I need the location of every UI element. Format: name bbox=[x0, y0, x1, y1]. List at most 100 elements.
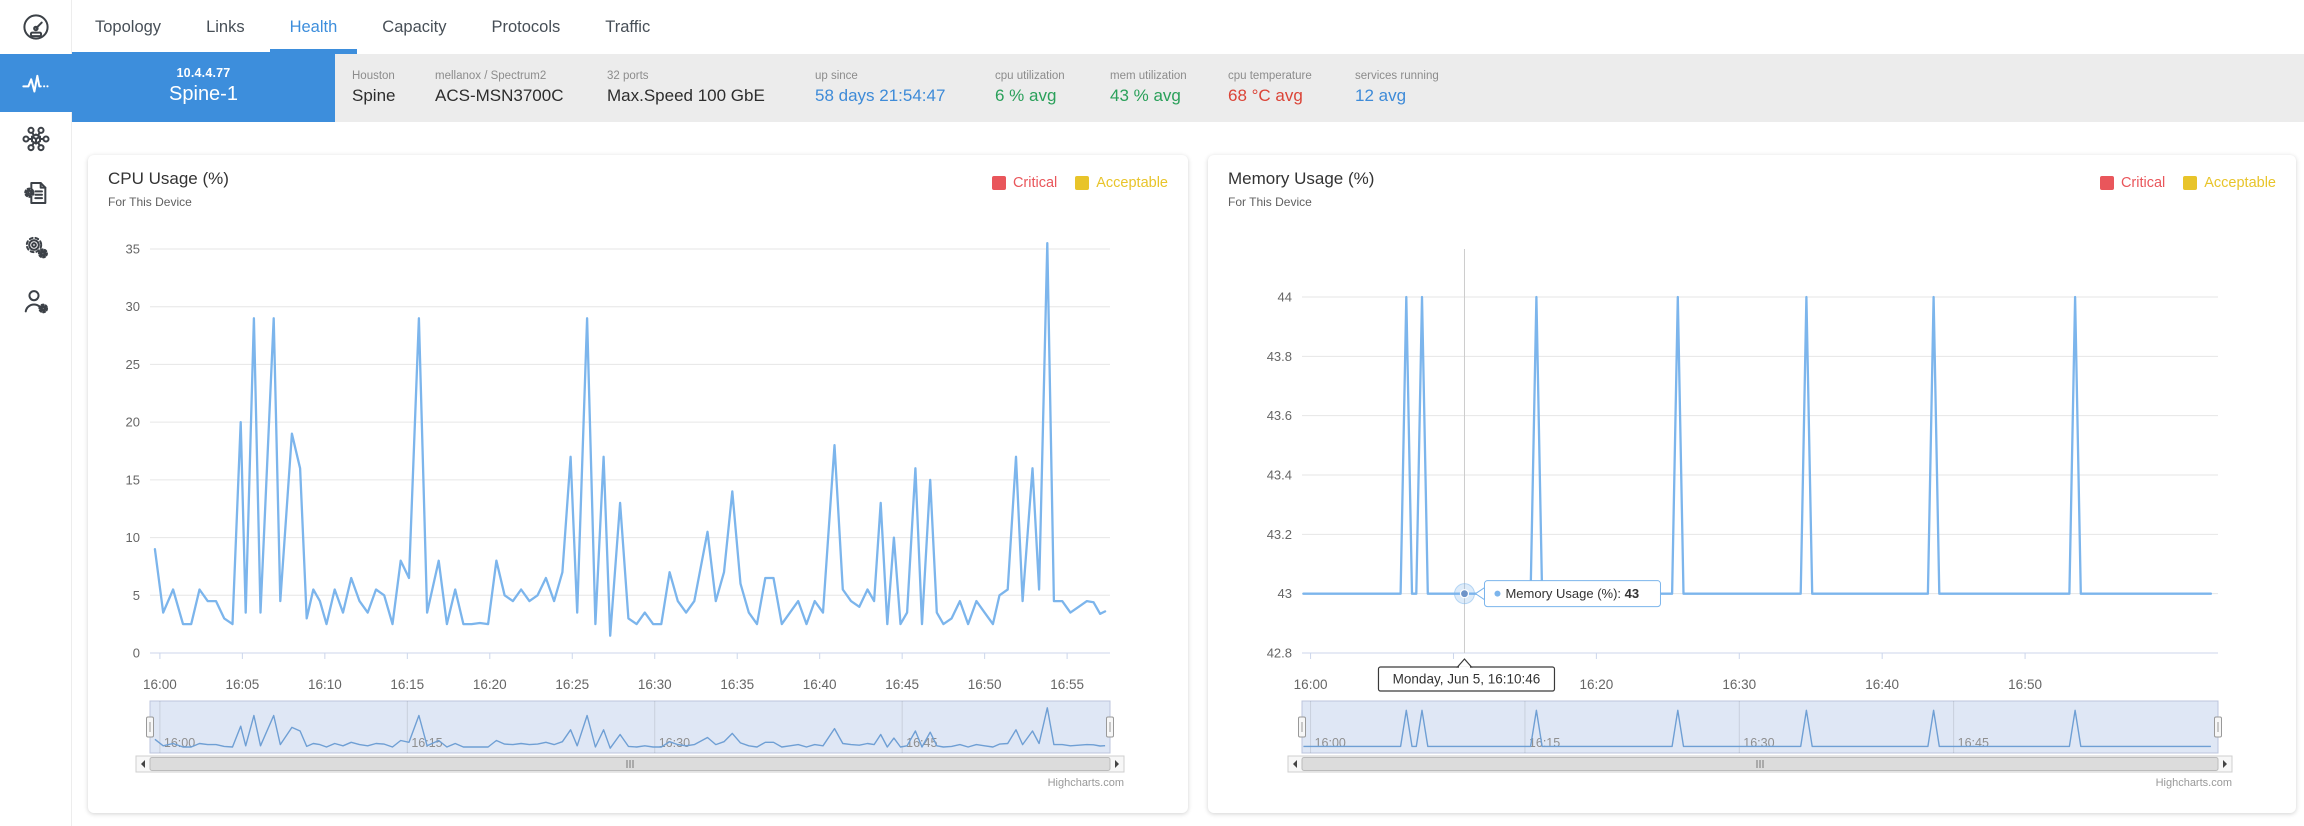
memory-chart[interactable]: 42.84343.243.443.643.84416:0016:1016:201… bbox=[1228, 235, 2276, 795]
sidebar-item-health[interactable] bbox=[0, 54, 72, 112]
navigator-label: 16:00 bbox=[1315, 736, 1346, 750]
series-line bbox=[153, 242, 1107, 637]
x-axis-label: 16:15 bbox=[390, 677, 424, 692]
scrollbar[interactable] bbox=[1287, 755, 2233, 773]
legend-item-acceptable[interactable]: Acceptable bbox=[2204, 175, 2276, 191]
cpu-usage-card: CPU Usage (%) For This Device Critical Ac… bbox=[88, 155, 1188, 813]
tooltip-text: Memory Usage (%): 43 bbox=[1505, 586, 1639, 601]
navigator-series-line bbox=[1303, 709, 2211, 748]
x-axis-label: 16:20 bbox=[473, 677, 507, 692]
scrollbar-left-arrow[interactable] bbox=[141, 760, 145, 768]
navigator-label: 16:45 bbox=[1958, 736, 1989, 750]
device-field-value: Max.Speed 100 GbE bbox=[607, 86, 765, 105]
y-axis-label: 35 bbox=[126, 242, 140, 257]
sidebar-item-validation[interactable] bbox=[0, 166, 72, 220]
memory-chart-svg: 42.84343.243.443.643.84416:0016:1016:201… bbox=[1267, 249, 2233, 789]
legend-item-critical[interactable]: Critical bbox=[2120, 175, 2166, 191]
legend-swatch bbox=[2183, 176, 2198, 190]
legend-swatch bbox=[1075, 176, 1090, 190]
tab-traffic[interactable]: Traffic bbox=[605, 18, 651, 36]
device-name: Spine-1 bbox=[169, 83, 238, 105]
cpu-chart-svg: 0 5 10 15 20 25 30 35 16:00 16:05 16:10 16:15 16:20 1… bbox=[126, 242, 1125, 789]
tab-topology[interactable]: Topology bbox=[95, 18, 162, 36]
navigator[interactable]: 16:00 16:15 16:30 16:45 bbox=[1298, 700, 2222, 754]
device-field-label: services running bbox=[1355, 70, 1439, 82]
x-axis-label: 16:40 bbox=[803, 677, 837, 692]
y-axis-label: 43.4 bbox=[1267, 468, 1292, 483]
highcharts-credits[interactable]: Highcharts.com bbox=[2156, 777, 2232, 789]
y-axis-label: 42.8 bbox=[1267, 646, 1292, 661]
device-field: cpu utilization 6 % avg bbox=[995, 70, 1080, 106]
device-field-label: 32 ports bbox=[607, 70, 649, 82]
gauge-icon bbox=[23, 14, 49, 40]
navigator-label: 16:30 bbox=[1743, 736, 1774, 750]
navigator-handle-left[interactable] bbox=[1298, 716, 1306, 738]
navigator-label: 16:45 bbox=[906, 736, 937, 750]
navigator[interactable]: 16:00 16:15 16:30 16:45 bbox=[146, 700, 1114, 754]
x-axis-label: 16:25 bbox=[555, 677, 589, 692]
sidebar-item-settings[interactable] bbox=[0, 220, 72, 274]
legend-item-critical[interactable]: Critical bbox=[1012, 175, 1058, 191]
device-field-label: cpu utilization bbox=[995, 70, 1065, 82]
device-fields: Houston Spine mellanox / Spectrum2 ACS-MSN3… bbox=[335, 54, 1485, 122]
device-field-label: cpu temperature bbox=[1228, 70, 1312, 82]
point-marker bbox=[1459, 589, 1470, 599]
device-field-value: ACS-MSN3700C bbox=[435, 86, 564, 105]
tab-health[interactable]: Health bbox=[269, 0, 358, 54]
device-field: services running 12 avg bbox=[1355, 70, 1455, 106]
legend-item-acceptable[interactable]: Acceptable bbox=[1096, 175, 1168, 191]
device-field: 32 ports Max.Speed 100 GbE bbox=[607, 70, 785, 106]
navigator-handle-left[interactable] bbox=[146, 716, 154, 738]
x-axis-label: 16:20 bbox=[1579, 677, 1613, 692]
y-axis-label: 44 bbox=[1278, 290, 1292, 305]
sidebar-item-dashboard[interactable] bbox=[0, 0, 72, 54]
navigator-series-line bbox=[154, 707, 1106, 749]
device-field-label: Houston bbox=[352, 70, 395, 82]
y-axis-label: 43.8 bbox=[1267, 349, 1292, 364]
cpu-chart[interactable]: 0 5 10 15 20 25 30 35 16:00 16:05 16:10 16:15 16:20 1… bbox=[108, 235, 1168, 795]
device-field: Houston Spine bbox=[352, 70, 405, 106]
navigator-handle-right[interactable] bbox=[1106, 716, 1114, 738]
y-axis-label: 10 bbox=[126, 530, 140, 545]
scrollbar-left-arrow[interactable] bbox=[1293, 760, 1297, 768]
x-axis-label: 16:00 bbox=[143, 677, 177, 692]
cpu-chart-subtitle: For This Device bbox=[108, 195, 192, 209]
tab-capacity[interactable]: Capacity bbox=[382, 18, 447, 36]
device-field-label: mellanox / Spectrum2 bbox=[435, 70, 547, 82]
memory-chart-subtitle: For This Device bbox=[1228, 195, 1312, 209]
navigator-selection[interactable] bbox=[149, 700, 1111, 754]
tooltip: Memory Usage (%): 43 bbox=[1474, 580, 1661, 608]
pulse-icon bbox=[22, 74, 49, 93]
gears-icon bbox=[25, 236, 48, 259]
device-field-value: 68 °C avg bbox=[1228, 86, 1303, 105]
device-ip: 10.4.4.77 bbox=[176, 66, 231, 80]
scrollbar[interactable] bbox=[135, 755, 1125, 773]
device-selector[interactable]: 10.4.4.77 Spine-1 bbox=[72, 52, 335, 122]
series-line bbox=[1302, 295, 2213, 595]
highcharts-credits[interactable]: Highcharts.com bbox=[1048, 777, 1124, 789]
sidebar-item-admin[interactable] bbox=[0, 274, 72, 328]
y-axis-label: 43.6 bbox=[1267, 408, 1292, 423]
user-gear-icon bbox=[24, 290, 49, 314]
legend-swatch bbox=[2099, 176, 2114, 190]
x-axis-label: 16:45 bbox=[885, 677, 919, 692]
cpu-chart-title: CPU Usage (%) bbox=[108, 169, 229, 188]
device-field: mellanox / Spectrum2 ACS-MSN3700C bbox=[435, 70, 577, 106]
sidebar bbox=[0, 0, 72, 826]
tooltip-series-dot bbox=[1494, 590, 1501, 597]
scrollbar-right-arrow[interactable] bbox=[1115, 760, 1119, 768]
svg-text:Monday, Jun 5, 16:10:46: Monday, Jun 5, 16:10:46 bbox=[1393, 672, 1541, 687]
scrollbar-right-arrow[interactable] bbox=[2223, 760, 2227, 768]
navigator-handle-right[interactable] bbox=[2214, 716, 2222, 738]
device-field-label: mem utilization bbox=[1110, 70, 1187, 82]
device-field-value: 12 avg bbox=[1355, 86, 1407, 105]
device-field: up since 58 days 21:54:47 bbox=[815, 70, 965, 106]
sidebar-item-topology[interactable] bbox=[0, 112, 72, 166]
device-field: mem utilization 43 % avg bbox=[1110, 70, 1198, 106]
tab-links[interactable]: Links bbox=[206, 18, 245, 36]
tab-protocols[interactable]: Protocols bbox=[491, 18, 561, 36]
device-field-value: 58 days 21:54:47 bbox=[815, 86, 946, 105]
x-axis-label: 16:40 bbox=[1865, 677, 1899, 692]
device-field: cpu temperature 68 °C avg bbox=[1228, 70, 1325, 106]
